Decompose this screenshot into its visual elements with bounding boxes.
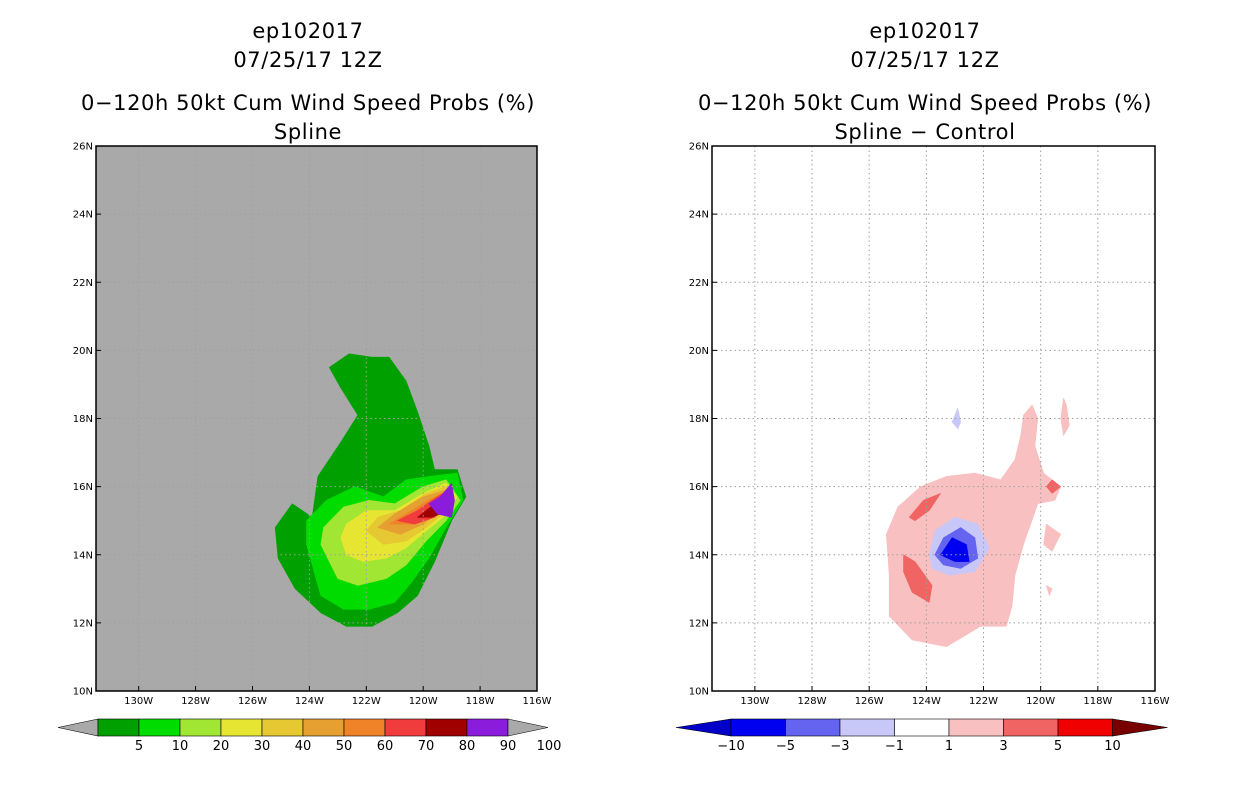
colorbar-swatch (425, 718, 468, 737)
contour-level-3 (908, 493, 941, 522)
colorbar-max-triangle (507, 718, 549, 737)
left-panel: ep102017 07/25/17 12Z 0−120h 50kt Cum Wind… (57, 19, 562, 754)
colorbar-label: −10 (717, 739, 744, 754)
colorbar-label: 90 (500, 739, 517, 754)
colorbar-swatch (894, 718, 950, 737)
colorbar-swatch (730, 718, 786, 737)
colorbar-label: 100 (537, 739, 562, 754)
y-tick-label: 16N (73, 482, 93, 493)
x-tick-label: 128W (181, 696, 210, 707)
colorbar-label: 40 (295, 739, 312, 754)
right-panel: ep102017 07/25/17 12Z 0−120h 50kt Cum Wind… (675, 19, 1170, 754)
contour-level-90 (428, 482, 455, 518)
contour-layer (885, 397, 1070, 648)
x-tick-label: 122W (352, 696, 381, 707)
colorbar-label: −1 (885, 739, 904, 754)
x-tick-label: 116W (523, 696, 552, 707)
title-line-2: 07/25/17 12Z (233, 48, 382, 72)
y-tick-label: 10N (73, 687, 93, 698)
colorbar-swatch (785, 718, 841, 737)
x-tick-label: 118W (1083, 696, 1112, 707)
x-tick-label: 130W (740, 696, 769, 707)
colorbar-label: 70 (418, 739, 435, 754)
colorbar-swatch (1003, 718, 1059, 737)
x-tick-label: 128W (798, 696, 827, 707)
y-tick-label: 18N (689, 414, 709, 425)
colorbar: −10 −5 −3 −1 1 3 5 10 (675, 718, 1168, 754)
contour-level-1 (1043, 523, 1061, 552)
title-line-2: 07/25/17 12Z (850, 48, 999, 72)
colorbar-max-triangle (1112, 718, 1168, 737)
y-tick-label: 26N (73, 142, 93, 153)
colorbar: 5 10 20 30 40 50 60 70 80 90 100 (57, 718, 562, 754)
y-tick-label: 12N (73, 618, 93, 629)
contour-level-1 (1046, 585, 1053, 596)
x-tick-label: 120W (409, 696, 438, 707)
title-line-1: ep102017 (252, 19, 363, 43)
colorbar-label: −3 (830, 739, 849, 754)
x-tick-label: 130W (124, 696, 153, 707)
y-tick-label: 24N (689, 210, 709, 221)
y-tick-label: 20N (689, 346, 709, 357)
colorbar-label: 50 (336, 739, 353, 754)
x-tick-label: 124W (295, 696, 324, 707)
x-tick-label: 126W (238, 696, 267, 707)
y-tick-label: 26N (689, 142, 709, 153)
colorbar-label: 30 (254, 739, 271, 754)
colorbar-label: 10 (172, 739, 189, 754)
x-tick-label: 118W (466, 696, 495, 707)
y-tick-label: 18N (73, 414, 93, 425)
colorbar-label: −5 (776, 739, 795, 754)
y-tick-label: 14N (689, 550, 709, 561)
y-tick-label: 22N (689, 278, 709, 289)
contour-level-1 (1060, 397, 1070, 436)
colorbar-label: 60 (377, 739, 394, 754)
colorbar-swatch (302, 718, 345, 737)
contour-level-neg5 (940, 537, 970, 562)
y-tick-label: 22N (73, 278, 93, 289)
colorbar-swatch (97, 718, 140, 737)
y-tick-label: 12N (689, 618, 709, 629)
colorbar-label: 10 (1104, 739, 1121, 754)
colorbar-swatch (220, 718, 263, 737)
title-line-4: Spline (274, 120, 342, 144)
x-tick-label: 116W (1141, 696, 1170, 707)
colorbar-swatch (179, 718, 222, 737)
colorbar-swatch (1057, 718, 1113, 737)
title-line-3: 0−120h 50kt Cum Wind Speed Probs (%) (698, 91, 1152, 115)
title-line-1: ep102017 (869, 19, 980, 43)
x-tick-label: 120W (1026, 696, 1055, 707)
colorbar-label: 20 (213, 739, 230, 754)
contour-level-3 (903, 554, 933, 603)
x-tick-label: 126W (855, 696, 884, 707)
y-tick-label: 16N (689, 482, 709, 493)
x-tick-label: 122W (969, 696, 998, 707)
x-tick-label: 124W (912, 696, 941, 707)
y-tick-label: 24N (73, 210, 93, 221)
title-line-4: Spline − Control (834, 120, 1015, 144)
colorbar-label: 3 (999, 739, 1007, 754)
colorbar-min-triangle (57, 718, 99, 737)
colorbar-swatch (839, 718, 895, 737)
colorbar-label: 5 (135, 739, 143, 754)
colorbar-label: 1 (945, 739, 953, 754)
colorbar-swatch (138, 718, 181, 737)
colorbar-swatch (948, 718, 1004, 737)
contour-layer (274, 353, 467, 627)
y-tick-label: 10N (689, 687, 709, 698)
colorbar-min-triangle (675, 718, 732, 737)
colorbar-swatch (261, 718, 304, 737)
colorbar-swatch (343, 718, 386, 737)
colorbar-label: 5 (1054, 739, 1062, 754)
title-line-3: 0−120h 50kt Cum Wind Speed Probs (%) (81, 91, 535, 115)
colorbar-swatch (384, 718, 427, 737)
y-tick-label: 14N (73, 550, 93, 561)
y-tick-label: 20N (73, 346, 93, 357)
contour-level-3 (1046, 479, 1061, 494)
colorbar-label: 80 (459, 739, 476, 754)
colorbar-swatch (466, 718, 509, 737)
